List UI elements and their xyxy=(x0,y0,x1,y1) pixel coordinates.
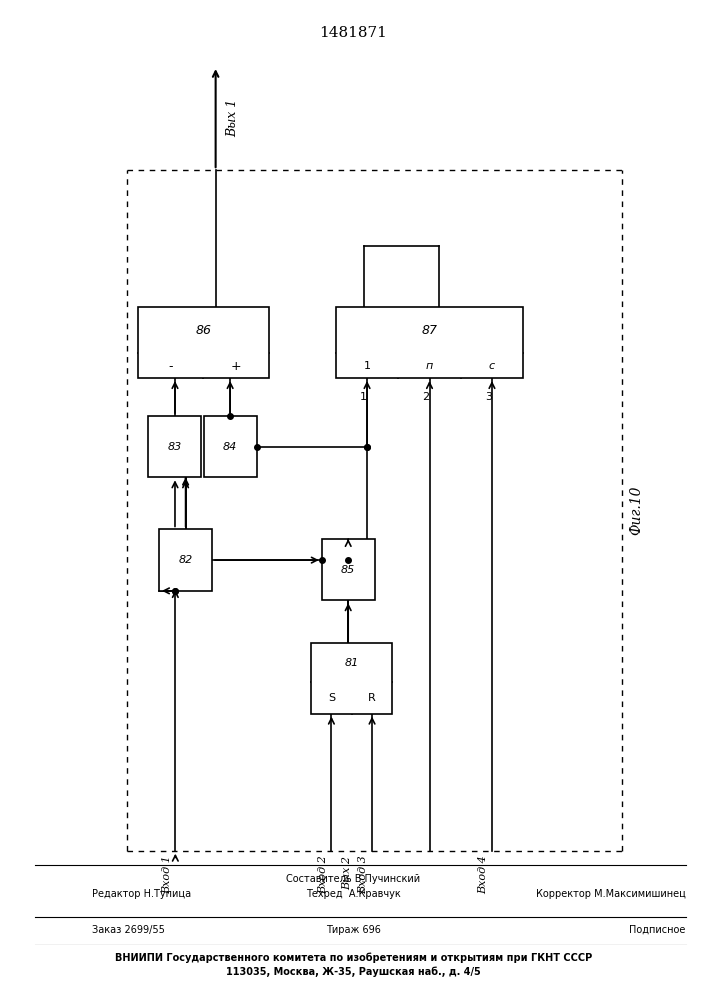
Bar xyxy=(138,307,269,378)
Text: ВНИИПИ Государственного комитета по изобретениям и открытиям при ГКНТ СССР: ВНИИПИ Государственного комитета по изоб… xyxy=(115,953,592,963)
Text: Вход 4: Вход 4 xyxy=(479,856,489,894)
Text: Вход 1: Вход 1 xyxy=(162,856,172,894)
Text: 82: 82 xyxy=(178,555,193,565)
Text: S: S xyxy=(328,693,335,703)
Text: Заказ 2699/55: Заказ 2699/55 xyxy=(92,925,165,935)
Bar xyxy=(159,529,212,591)
Text: Редактор Н.Тупица: Редактор Н.Тупица xyxy=(92,889,191,899)
Text: 83: 83 xyxy=(168,442,182,452)
Bar xyxy=(148,416,201,477)
Text: R: R xyxy=(368,693,376,703)
Text: Техред  А.Кравчук: Техред А.Кравчук xyxy=(306,889,401,899)
Bar xyxy=(336,307,523,378)
Text: 87: 87 xyxy=(421,324,438,337)
Text: +: + xyxy=(230,360,241,373)
Text: Подписное: Подписное xyxy=(629,925,686,935)
Text: 1: 1 xyxy=(363,361,370,371)
Text: 81: 81 xyxy=(344,658,359,668)
Text: 84: 84 xyxy=(223,442,238,452)
Text: Корректор М.Максимишинец: Корректор М.Максимишинец xyxy=(536,889,686,899)
Text: п: п xyxy=(426,361,433,371)
Text: -: - xyxy=(168,360,173,373)
Text: 3: 3 xyxy=(485,392,492,402)
Bar xyxy=(311,643,392,714)
Text: Тираж 696: Тираж 696 xyxy=(326,925,381,935)
Text: с: с xyxy=(489,361,495,371)
Text: Составитель В.Пучинский: Составитель В.Пучинский xyxy=(286,874,421,884)
Text: 1481871: 1481871 xyxy=(320,26,387,40)
Text: Вых 1: Вых 1 xyxy=(226,99,239,137)
Text: Вых 2: Вых 2 xyxy=(341,856,351,890)
Bar xyxy=(204,416,257,477)
Bar xyxy=(322,539,375,600)
Text: 86: 86 xyxy=(195,324,211,337)
Text: Фиг.10: Фиг.10 xyxy=(629,486,643,535)
Text: Вход 3: Вход 3 xyxy=(358,856,368,894)
Text: Вход 2: Вход 2 xyxy=(318,856,328,894)
Text: 113035, Москва, Ж-35, Раушская наб., д. 4/5: 113035, Москва, Ж-35, Раушская наб., д. … xyxy=(226,966,481,977)
Text: 1: 1 xyxy=(360,392,367,402)
Text: 85: 85 xyxy=(341,565,356,575)
Text: 2: 2 xyxy=(422,392,430,402)
